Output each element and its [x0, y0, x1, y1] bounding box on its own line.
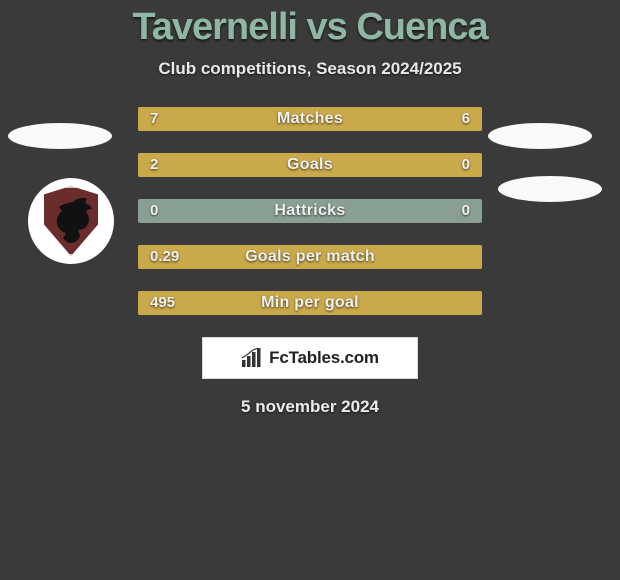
horse-icon [43, 188, 103, 258]
stat-label: Min per goal [138, 291, 482, 315]
player-left-name: Tavernelli [132, 6, 297, 48]
decor-ellipse [488, 123, 592, 149]
stat-row: 76Matches [138, 107, 482, 131]
date-line: 5 november 2024 [0, 397, 620, 417]
vs-word: vs [307, 6, 347, 48]
stat-label: Hattricks [138, 199, 482, 223]
stat-row: 0.29Goals per match [138, 245, 482, 269]
club-badge [28, 178, 114, 264]
brand-box: FcTables.com [202, 337, 418, 379]
stats-block: 76Matches 20Goals 00Hattricks 0.29Goals per… [138, 107, 482, 315]
bar-chart-icon [241, 348, 263, 368]
stat-label: Matches [138, 107, 482, 131]
decor-ellipse [8, 123, 112, 149]
decor-ellipse [498, 176, 602, 202]
shield-icon [41, 186, 101, 256]
subtitle: Club competitions, Season 2024/2025 [0, 59, 620, 79]
stat-label: Goals [138, 153, 482, 177]
stat-row: 20Goals [138, 153, 482, 177]
stat-label: Goals per match [138, 245, 482, 269]
brand-text: FcTables.com [269, 348, 379, 368]
stat-row: 00Hattricks [138, 199, 482, 223]
stat-row: 495Min per goal [138, 291, 482, 315]
player-right-name: Cuenca [356, 6, 487, 48]
page-title: Tavernelli vs Cuenca [0, 0, 620, 49]
